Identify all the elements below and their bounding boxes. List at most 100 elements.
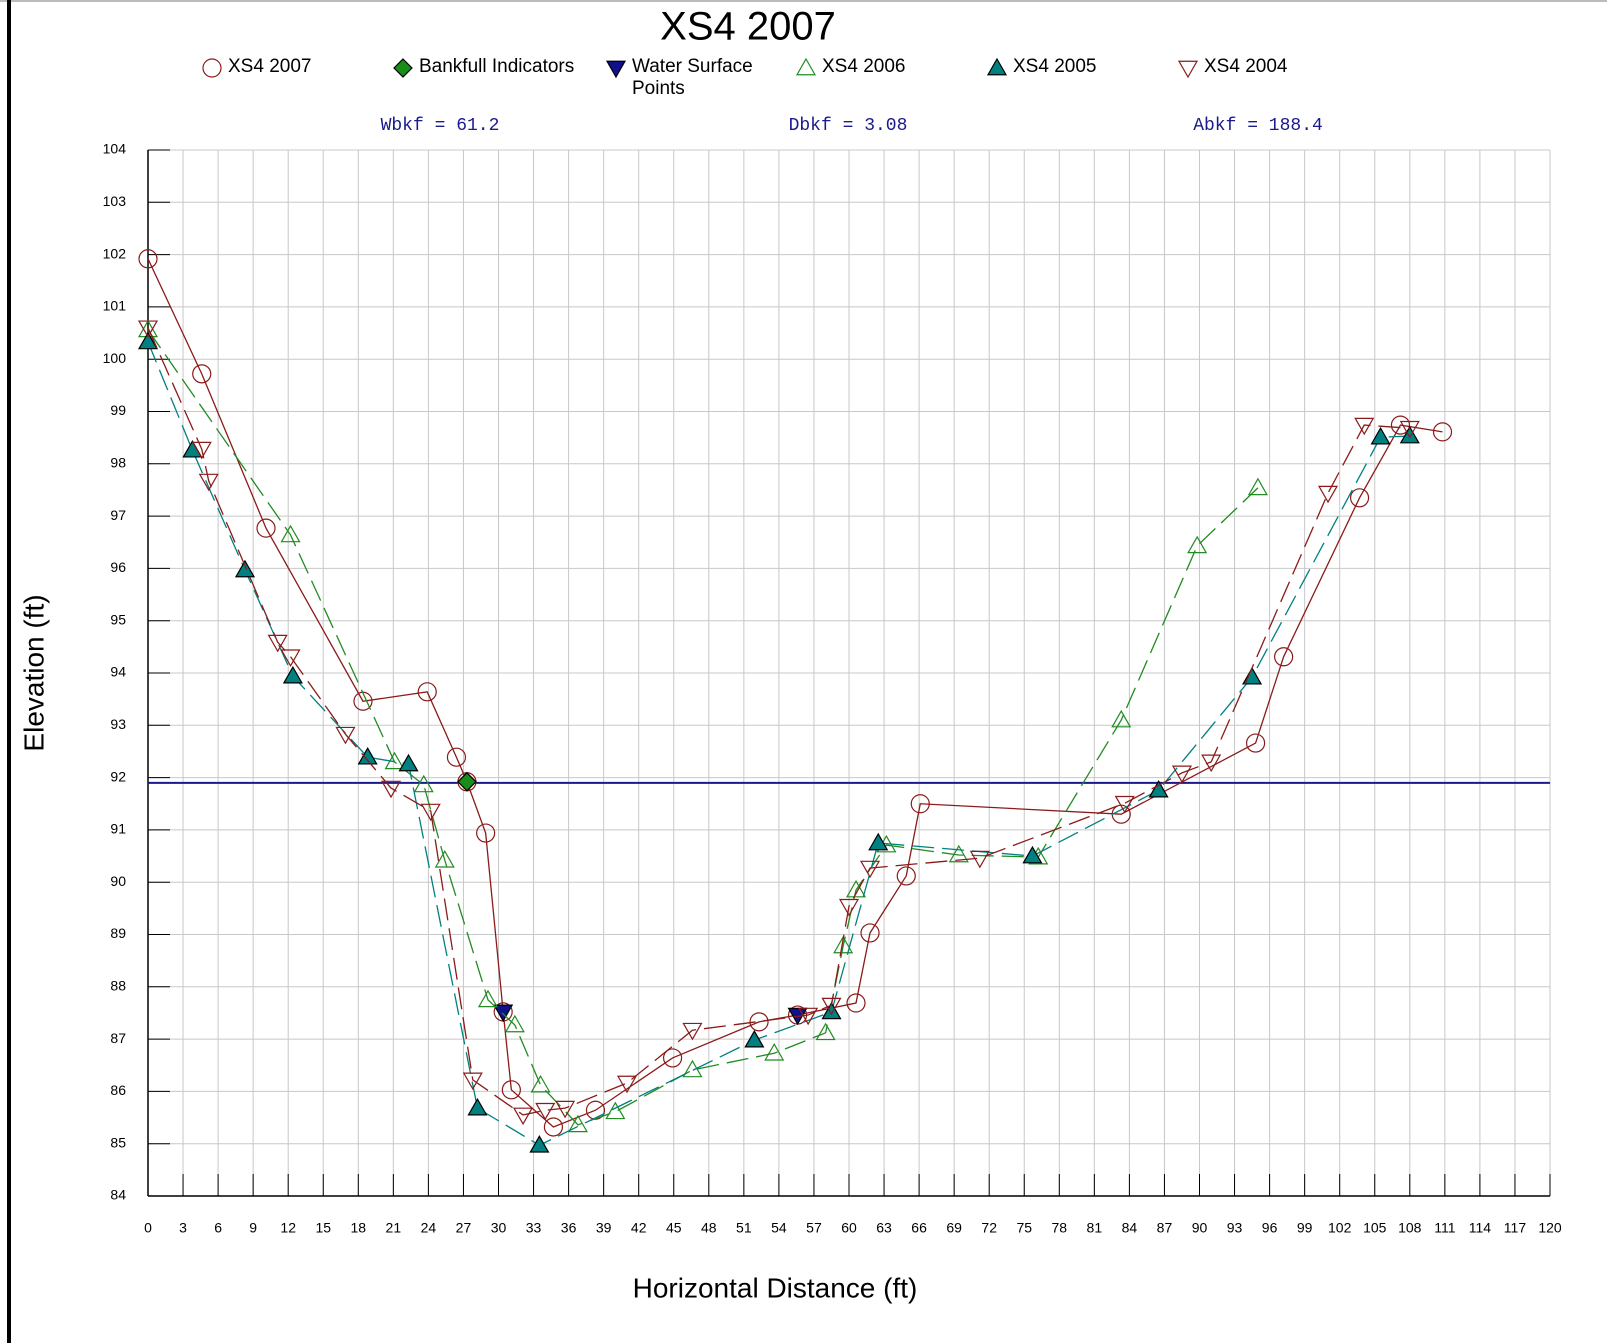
x-tick-label: 54 <box>771 1220 787 1236</box>
marker <box>821 997 842 1016</box>
marker <box>1242 666 1263 685</box>
x-tick-label: 18 <box>351 1220 367 1236</box>
x-tick-label: 15 <box>315 1220 331 1236</box>
legend-label: Bankfull Indicators <box>419 56 575 77</box>
marker <box>202 58 222 78</box>
marker <box>1114 795 1135 814</box>
series-line <box>147 258 1443 1128</box>
x-tick-label: 33 <box>526 1220 542 1236</box>
y-tick-label: 97 <box>110 507 126 523</box>
marker <box>1370 426 1391 445</box>
legend-label: XS4 2007 <box>228 56 312 77</box>
y-tick-label: 95 <box>110 611 126 627</box>
x-tick-label: 90 <box>1192 1220 1208 1236</box>
x-tick-label: 117 <box>1504 1220 1527 1236</box>
x-tick-label: 42 <box>631 1220 647 1236</box>
x-tick-label: 66 <box>911 1220 927 1236</box>
legend-item: XS4 2007 <box>228 56 312 77</box>
marker <box>1390 415 1411 435</box>
marker <box>567 1114 588 1133</box>
y-tick-label: 99 <box>110 402 126 418</box>
marker <box>137 320 159 339</box>
marker <box>1399 420 1420 439</box>
marker <box>543 1117 564 1137</box>
y-tick-label: 90 <box>110 873 126 889</box>
marker <box>948 844 969 863</box>
marker <box>910 794 930 814</box>
legend-label: XS4 2006 <box>822 56 906 77</box>
x-tick-label: 87 <box>1157 1220 1173 1236</box>
x-tick-label: 120 <box>1538 1220 1562 1236</box>
y-tick-label: 85 <box>110 1134 126 1150</box>
marker <box>467 1097 488 1116</box>
marker <box>529 1135 550 1153</box>
marker <box>833 935 854 954</box>
marker <box>838 898 860 917</box>
series-line <box>147 329 1259 1126</box>
marker <box>1171 765 1193 784</box>
x-tick-label: 39 <box>596 1220 612 1236</box>
marker <box>1247 477 1268 496</box>
marker <box>682 1022 703 1041</box>
marker <box>1177 60 1199 79</box>
y-tick-label: 102 <box>103 245 127 261</box>
x-tick-label: 48 <box>701 1220 717 1236</box>
y-tick-label: 88 <box>110 978 126 994</box>
x-tick-label: 75 <box>1016 1220 1032 1236</box>
x-tick-label: 96 <box>1262 1220 1278 1236</box>
x-tick-label: 24 <box>421 1220 437 1236</box>
marker <box>1022 845 1043 864</box>
legend-item: Bankfull Indicators <box>419 56 575 77</box>
marker <box>530 1074 551 1093</box>
x-tick-label: 102 <box>1328 1220 1352 1236</box>
x-tick-label: 6 <box>214 1220 222 1236</box>
marker <box>393 58 413 78</box>
chart-title: XS4 2007 <box>660 5 836 49</box>
marker <box>868 832 889 851</box>
y-tick-label: 96 <box>110 559 126 575</box>
marker <box>504 1014 525 1033</box>
marker <box>138 249 158 269</box>
x-tick-label: 45 <box>666 1220 682 1236</box>
marker <box>1354 417 1375 436</box>
marker <box>764 1043 785 1061</box>
x-tick-label: 99 <box>1297 1220 1313 1236</box>
marker <box>513 1107 534 1126</box>
marker <box>446 747 467 767</box>
x-tick-label: 63 <box>876 1220 892 1236</box>
marker <box>280 524 301 543</box>
x-tick-label: 114 <box>1469 1220 1492 1236</box>
marker <box>1317 485 1339 504</box>
marker <box>192 364 212 384</box>
marker <box>434 850 455 868</box>
marker <box>462 1072 483 1091</box>
marker <box>457 771 477 792</box>
x-axis-title: Horizontal Distance (ft) <box>633 1272 918 1303</box>
x-tick-label: 57 <box>806 1220 822 1236</box>
x-tick-label: 3 <box>179 1220 187 1236</box>
marker <box>282 665 303 684</box>
x-tick-label: 9 <box>249 1220 257 1236</box>
legend-label: XS4 2005 <box>1013 56 1097 77</box>
y-tick-label: 101 <box>103 298 127 314</box>
marker <box>860 923 880 943</box>
marker <box>234 559 256 578</box>
marker <box>380 780 402 799</box>
legend-label: XS4 2004 <box>1204 56 1288 77</box>
marker <box>798 1007 819 1026</box>
legend-item: XS4 2006 <box>822 56 906 77</box>
marker <box>191 441 212 460</box>
x-tick-label: 69 <box>946 1220 962 1236</box>
marker <box>1201 754 1222 773</box>
marker <box>986 57 1008 76</box>
marker <box>1187 535 1208 554</box>
x-tick-label: 51 <box>736 1220 752 1236</box>
marker <box>896 866 916 886</box>
marker <box>846 993 866 1013</box>
legend-label: Water Surface Points <box>632 56 753 99</box>
marker <box>493 1004 514 1023</box>
y-axis-title: Elevation (ft) <box>18 594 49 751</box>
y-tick-label: 98 <box>110 455 126 471</box>
x-tick-label: 12 <box>280 1220 296 1236</box>
